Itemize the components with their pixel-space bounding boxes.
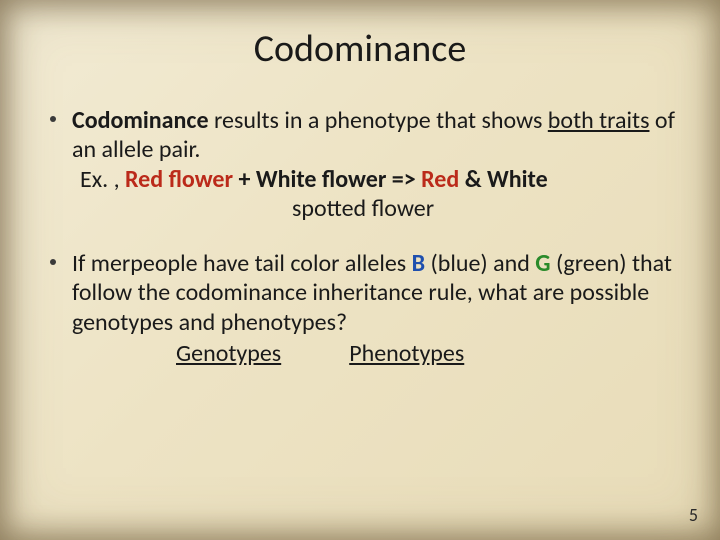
red-flower: Red flower [125,165,233,194]
bullet-dot-icon [50,259,56,265]
genotypes-header: Genotypes [176,339,281,368]
amp: & [459,165,487,194]
example-line: Ex. , Red flower + White flower => Red &… [72,165,676,194]
lead-term: Codominance [72,106,209,135]
red-word: Red [421,165,459,194]
example-prefix: Ex. , [80,165,125,194]
text-run: (blue) and [425,249,535,278]
page-number: 5 [689,504,698,526]
phenotypes-header: Phenotypes [349,339,464,368]
slide-content: Codominance results in a phenotype that … [44,106,676,368]
plus: + [233,165,256,194]
white-flower: White flower [256,165,387,194]
allele-b: B [412,249,425,278]
slide-title: Codominance [44,26,676,72]
bullet-dot-icon [50,116,56,122]
text-run: results in a phenotype that shows [209,106,548,135]
arrow: => [386,165,421,194]
underlined-phrase: both traits [548,106,650,135]
slide: Codominance Codominance results in a phe… [0,0,720,540]
white-word: White [487,165,548,194]
text-run: If merpeople have tail color alleles [72,249,412,278]
example-continuation: spotted flower [72,194,676,223]
bullet-item: Codominance results in a phenotype that … [44,106,676,223]
bullet-item: If merpeople have tail color alleles B (… [44,249,676,368]
allele-g: G [535,249,550,278]
column-headers: Genotypes Phenotypes [72,339,676,368]
